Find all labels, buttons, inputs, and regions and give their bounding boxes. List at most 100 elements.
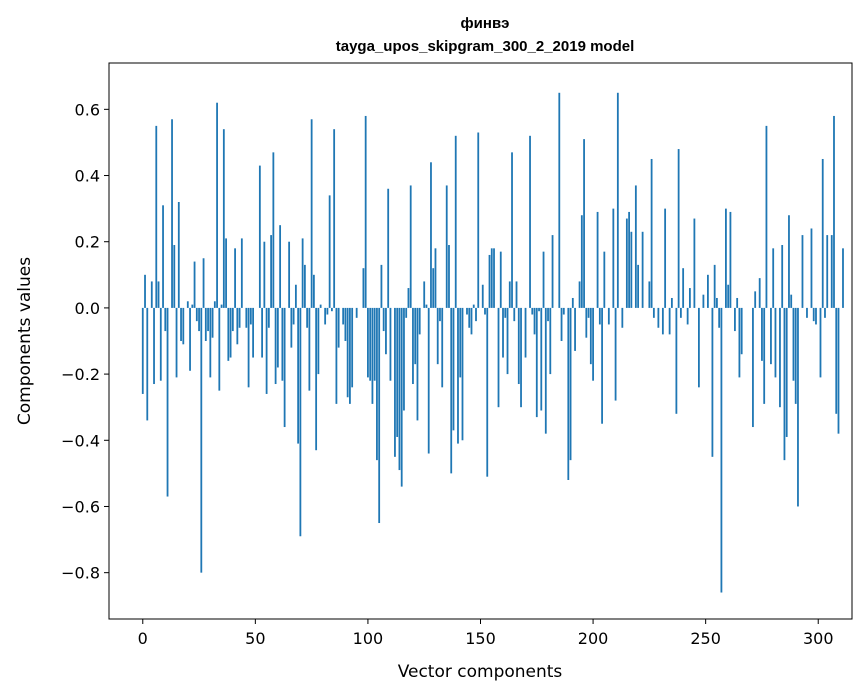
bar-231 xyxy=(661,307,664,335)
x-tick-label: 50 xyxy=(245,629,265,648)
bar-216 xyxy=(628,211,630,308)
bar-29 xyxy=(207,307,209,332)
bar-24 xyxy=(195,307,198,322)
bar-162 xyxy=(506,307,509,375)
bar-75 xyxy=(310,119,313,308)
bar-307 xyxy=(833,115,835,308)
bar-181 xyxy=(549,307,552,375)
bar-284 xyxy=(781,245,784,308)
bar-61 xyxy=(279,225,282,308)
bar-172 xyxy=(529,135,531,308)
bar-286 xyxy=(785,307,788,437)
bar-129 xyxy=(432,268,435,308)
bar-202 xyxy=(596,211,599,308)
bar-104 xyxy=(376,307,378,461)
bar-160 xyxy=(502,307,504,358)
y-tick-label: 0.6 xyxy=(75,100,100,119)
bar-220 xyxy=(637,264,640,308)
x-tick-label: 300 xyxy=(803,629,834,648)
bar-102 xyxy=(371,307,374,404)
bar-219 xyxy=(634,185,637,308)
bar-164 xyxy=(511,152,513,308)
bar-47 xyxy=(247,307,250,388)
bar-195 xyxy=(580,215,583,308)
bar-33 xyxy=(216,102,218,308)
bar-120 xyxy=(412,307,414,385)
bar-276 xyxy=(763,307,766,404)
x-tick-label: 200 xyxy=(578,629,609,648)
bar-287 xyxy=(788,215,790,308)
bar-35 xyxy=(220,304,223,308)
bar-79 xyxy=(319,304,322,308)
bar-139 xyxy=(454,135,457,308)
bar-114 xyxy=(398,307,401,471)
bar-154 xyxy=(488,254,491,308)
bar-0 xyxy=(141,307,144,394)
bar-166 xyxy=(515,281,518,308)
bar-17 xyxy=(180,307,182,341)
bar-56 xyxy=(267,307,270,328)
bar-243 xyxy=(688,288,691,308)
bar-39 xyxy=(229,307,232,358)
bar-213 xyxy=(621,307,624,328)
y-axis-ticks: −0.8 −0.6 −0.4 −0.2 0.0 0.2 0.4 0.6 xyxy=(61,100,109,583)
bar-131 xyxy=(436,307,439,365)
bar-215 xyxy=(625,218,628,308)
bar-133 xyxy=(441,307,444,388)
bar-138 xyxy=(452,307,455,431)
bar-21 xyxy=(189,307,191,371)
bar-67 xyxy=(292,307,295,325)
bar-280 xyxy=(772,248,775,308)
bar-293 xyxy=(801,235,804,308)
bar-60 xyxy=(276,307,279,368)
bar-6 xyxy=(155,125,158,308)
bar-83 xyxy=(328,195,331,308)
x-axis-label: Vector components xyxy=(398,662,563,682)
bar-178 xyxy=(542,251,545,308)
bar-297 xyxy=(810,228,813,308)
bar-290 xyxy=(794,307,797,404)
x-tick-label: 100 xyxy=(353,629,384,648)
bar-62 xyxy=(281,307,284,381)
bar-238 xyxy=(677,149,680,308)
bar-167 xyxy=(517,307,520,385)
bar-7 xyxy=(157,281,160,308)
bar-254 xyxy=(713,264,716,308)
bar-112 xyxy=(394,307,396,457)
bar-308 xyxy=(835,307,838,414)
bar-146 xyxy=(470,307,473,335)
bar-34 xyxy=(218,307,221,391)
bar-90 xyxy=(344,307,347,341)
bar-74 xyxy=(308,307,311,391)
bar-225 xyxy=(648,281,651,308)
y-tick-label: 0.0 xyxy=(75,299,100,318)
bar-59 xyxy=(274,307,277,385)
bar-121 xyxy=(414,307,417,365)
bar-263 xyxy=(734,307,736,332)
bar-266 xyxy=(740,307,743,355)
y-axis-label: Components values xyxy=(15,257,35,425)
bar-283 xyxy=(779,307,781,408)
bar-209 xyxy=(612,208,615,308)
bar-239 xyxy=(679,307,682,318)
bar-128 xyxy=(430,162,432,308)
bar-84 xyxy=(331,307,333,312)
bar-158 xyxy=(497,307,500,408)
chart-subtitle: tayga_upos_skipgram_300_2_2019 model xyxy=(336,38,635,55)
bar-86 xyxy=(335,307,338,404)
bar-148 xyxy=(475,307,477,322)
chart-title: финвэ xyxy=(461,15,510,32)
bar-304 xyxy=(826,235,829,308)
bar-117 xyxy=(405,307,408,318)
bar-151 xyxy=(481,284,484,308)
bar-123 xyxy=(418,307,421,335)
bar-240 xyxy=(682,268,685,308)
bar-194 xyxy=(578,281,581,308)
bar-52 xyxy=(258,165,261,308)
bar-72 xyxy=(303,264,306,308)
bar-31 xyxy=(211,307,214,338)
bar-198 xyxy=(587,307,590,318)
bar-271 xyxy=(752,307,754,428)
bar-53 xyxy=(261,307,263,358)
